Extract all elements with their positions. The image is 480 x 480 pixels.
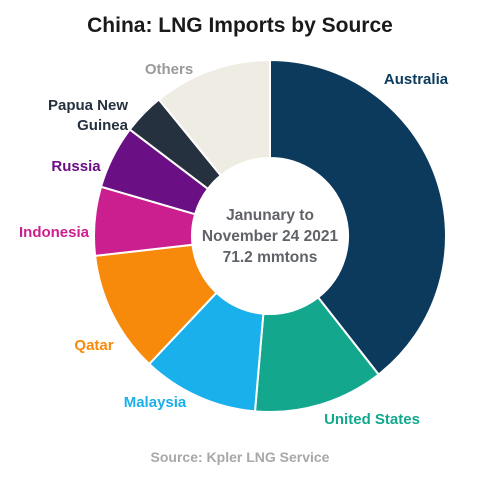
center-label: Janunary to November 24 2021 71.2 mmtons — [170, 205, 370, 268]
slice-label-malaysia: Malaysia — [124, 394, 187, 411]
slice-label-others: Others — [145, 61, 193, 78]
source-note: Source: Kpler LNG Service — [150, 449, 330, 465]
center-label-line: Janunary to — [226, 207, 314, 224]
slice-label-australia: Australia — [384, 71, 449, 88]
slice-label-russia: Russia — [51, 158, 101, 175]
center-label-line: November 24 2021 — [201, 228, 339, 245]
slice-label-indonesia: Indonesia — [19, 224, 90, 241]
slice-label-qatar: Qatar — [74, 337, 113, 354]
center-label-line: 71.2 mmtons — [222, 249, 318, 266]
chart-title: China: LNG Imports by Source — [87, 14, 393, 37]
slice-label-united-states: United States — [324, 411, 420, 428]
slice-label-papua-new-guinea: Papua New Guinea — [48, 97, 129, 134]
pie-slice-others — [157, 58, 271, 177]
pie-slice-australia — [269, 58, 447, 376]
